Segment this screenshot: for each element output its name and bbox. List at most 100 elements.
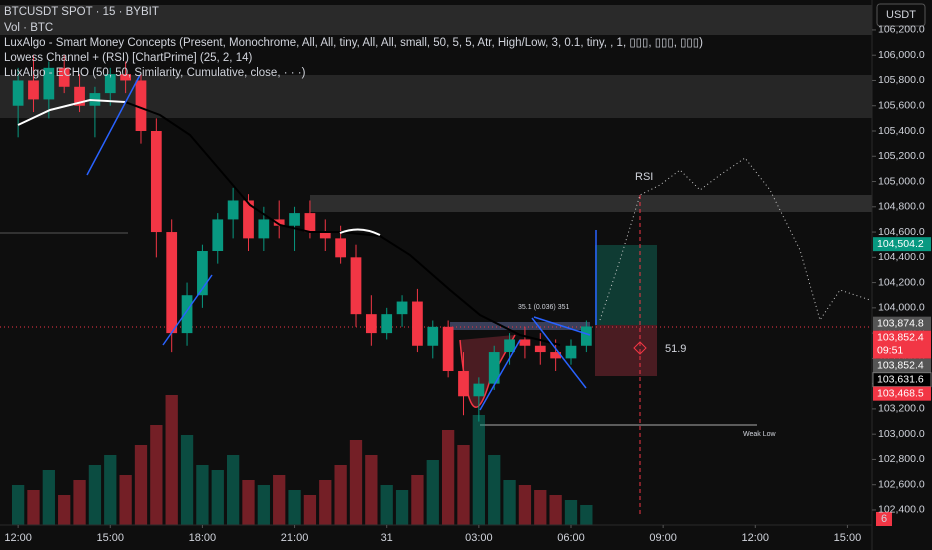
y-tick-label: 103,200.0 <box>878 403 925 415</box>
price-tag <box>873 386 931 401</box>
y-tick-label: 106,200.0 <box>878 24 925 36</box>
y-tick-label: 106,000.0 <box>878 49 925 61</box>
trend-line <box>533 316 591 336</box>
y-tick-label: 103,000.0 <box>878 428 925 440</box>
volume-bar <box>503 480 516 525</box>
x-tick-label: 09:00 <box>649 532 677 544</box>
candle-body <box>258 219 270 239</box>
price-tag-label: 103,631.6 <box>877 373 924 385</box>
candle-body <box>488 352 500 384</box>
lowess-highlight <box>17 98 126 126</box>
zone-supply <box>0 75 872 118</box>
candle-body <box>166 232 178 334</box>
annotation: RSI <box>635 171 653 183</box>
price-tag-label: 103,468.5 <box>877 387 924 399</box>
volume-bar <box>457 445 470 525</box>
volume-bar <box>104 455 117 525</box>
annotation: 35.1 (0.036) 351 <box>518 304 569 311</box>
volume-bar <box>257 485 270 525</box>
volume-bar <box>564 500 578 525</box>
y-tick-label: 104,000.0 <box>878 302 925 314</box>
y-tick-label: 104,800.0 <box>878 201 925 213</box>
y-tick-label: 104,200.0 <box>878 276 925 288</box>
trend-line <box>531 317 587 389</box>
volume-bar <box>549 495 562 525</box>
candle-body <box>104 74 116 94</box>
y-tick-label: 105,800.0 <box>878 74 925 86</box>
volume-bar <box>411 475 424 525</box>
candle-body <box>181 295 193 334</box>
x-tick-label: 18:00 <box>189 532 217 544</box>
volume-bar <box>196 465 209 525</box>
x-tick-label: 15:00 <box>834 532 862 544</box>
candle-body <box>120 74 131 81</box>
alert-count[interactable]: 6 <box>881 513 887 525</box>
long-target-box <box>595 245 657 325</box>
candle-body <box>243 200 254 239</box>
volume-bar <box>472 415 485 525</box>
volume-bar <box>58 495 71 525</box>
trend-lines <box>86 74 591 411</box>
long-stop-box <box>595 325 657 376</box>
x-tick-label: 06:00 <box>557 532 585 544</box>
volume-bar <box>441 430 455 525</box>
legend-title: BTCUSDT SPOT · 15 · BYBIT <box>4 6 159 18</box>
target-marker <box>633 341 647 355</box>
candle-body <box>43 67 55 100</box>
y-tick-label: 105,200.0 <box>878 150 925 162</box>
trend-line <box>479 339 521 411</box>
price-tag-label: 103,874.8 <box>877 317 924 329</box>
candle-body <box>304 213 316 233</box>
zone-top <box>0 5 872 35</box>
alert-badge[interactable] <box>876 512 892 526</box>
volume-bar <box>534 490 547 525</box>
candle-body <box>458 371 469 397</box>
currency-button[interactable] <box>876 3 926 27</box>
volume-bar <box>165 395 178 525</box>
volume-bar <box>134 445 148 525</box>
candle-body <box>550 352 562 359</box>
price-tag <box>873 358 931 373</box>
volume-bar <box>88 465 102 525</box>
y-tick-label: 105,600.0 <box>878 100 925 112</box>
volume-bar <box>426 460 439 525</box>
candle-body <box>534 345 546 353</box>
x-tick-label: 03:00 <box>465 532 493 544</box>
candle-body <box>442 326 454 372</box>
x-tick-label: 21:00 <box>281 532 309 544</box>
y-tick-label: 105,400.0 <box>878 125 925 137</box>
currency[interactable]: USDT <box>886 9 916 21</box>
x-tick-label: 31 <box>381 532 393 544</box>
volume-bar <box>226 455 240 525</box>
candle-body <box>273 219 285 226</box>
lowess-highlight <box>339 228 381 236</box>
candle-body <box>12 80 24 106</box>
candle-body <box>335 238 347 258</box>
candle-body <box>197 251 208 296</box>
candle-body <box>289 213 300 226</box>
price-tag-label: 103,852.4 <box>877 331 924 343</box>
candle-body <box>504 339 515 353</box>
candle-body <box>58 67 70 87</box>
trend-line <box>86 74 141 176</box>
y-tick-label: 105,000.0 <box>878 175 925 187</box>
candle-body <box>212 219 224 252</box>
marks <box>11 55 593 525</box>
legend-indicator: Lowess Channel + (RSI) [ChartPrime] (25,… <box>4 52 252 64</box>
volume-bar <box>488 455 501 525</box>
x-tick-label: 15:00 <box>97 532 125 544</box>
volume-bar <box>150 425 163 525</box>
y-tick-label: 104,400.0 <box>878 251 925 263</box>
price-axis <box>872 0 932 550</box>
volume-bar <box>119 475 132 525</box>
volume-bar <box>73 480 86 525</box>
volume-bar <box>395 490 409 525</box>
volume-bar <box>11 485 25 525</box>
price-countdown: 09:51 <box>877 344 903 356</box>
volume-bar <box>334 465 347 525</box>
volume-bar <box>349 440 363 525</box>
volume-bar <box>319 480 332 525</box>
candle-body <box>427 326 439 346</box>
x-tick-label: 12:00 <box>742 532 770 544</box>
annotation: 51.9 <box>665 343 686 355</box>
